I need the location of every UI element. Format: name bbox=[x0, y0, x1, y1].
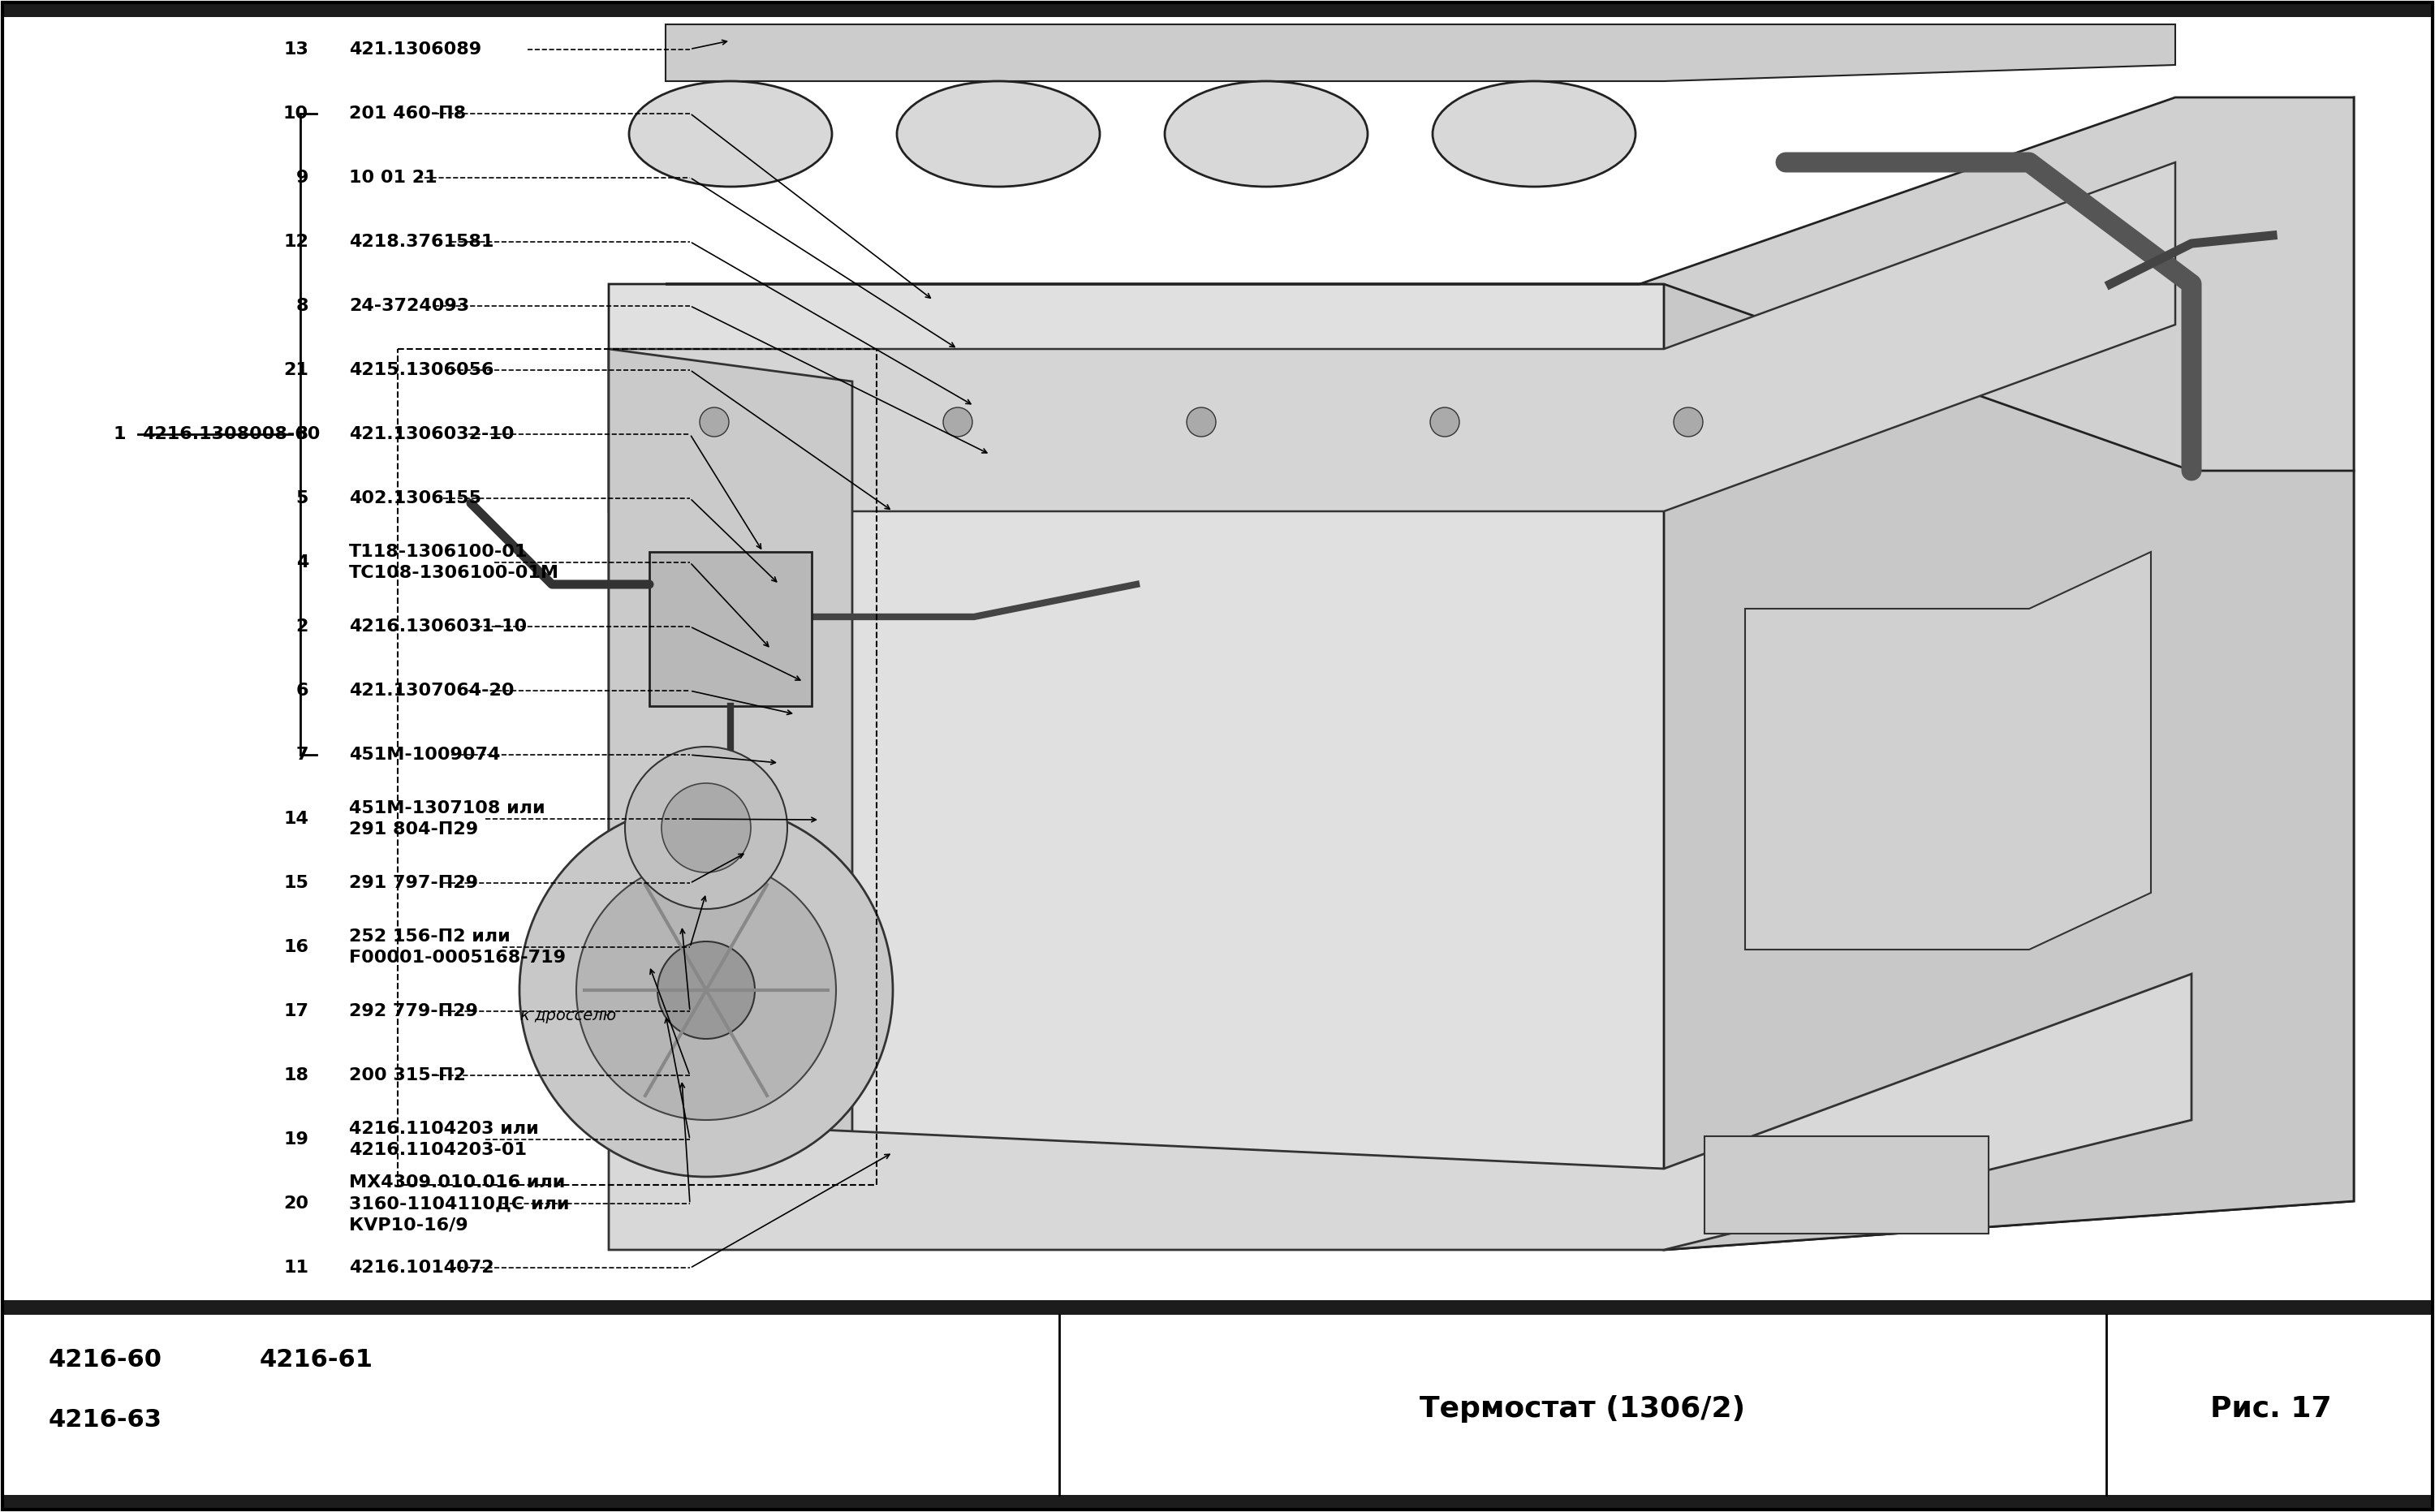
Bar bbox=[2, 3, 2433, 17]
Text: 201 460-П8: 201 460-П8 bbox=[348, 106, 465, 121]
Bar bbox=[390, 17, 2428, 1300]
Text: 10 01 21: 10 01 21 bbox=[348, 169, 438, 186]
Text: 15: 15 bbox=[282, 875, 309, 891]
Circle shape bbox=[657, 942, 755, 1039]
Polygon shape bbox=[665, 24, 2174, 82]
Text: 451М-1307108 или: 451М-1307108 или bbox=[348, 800, 545, 816]
Text: 20: 20 bbox=[282, 1196, 309, 1213]
Text: 4216-63: 4216-63 bbox=[49, 1409, 163, 1432]
Text: 6: 6 bbox=[297, 682, 309, 699]
Text: 4216.1104203 или: 4216.1104203 или bbox=[348, 1120, 538, 1137]
Bar bbox=[397, 349, 877, 1185]
Text: 3160-1104110ДС или: 3160-1104110ДС или bbox=[348, 1196, 570, 1213]
Text: 4216.1014072: 4216.1014072 bbox=[348, 1259, 494, 1276]
Polygon shape bbox=[609, 284, 2355, 1250]
Text: 4218.3761581: 4218.3761581 bbox=[348, 233, 494, 249]
Text: 7: 7 bbox=[297, 747, 309, 764]
Bar bbox=[650, 552, 811, 706]
Circle shape bbox=[1186, 407, 1215, 437]
Text: 4215.1306056: 4215.1306056 bbox=[348, 361, 494, 378]
Ellipse shape bbox=[896, 82, 1101, 186]
Ellipse shape bbox=[1432, 82, 1636, 186]
Text: 8: 8 bbox=[297, 298, 309, 314]
Ellipse shape bbox=[628, 82, 833, 186]
Text: 252 156-П2 или: 252 156-П2 или bbox=[348, 928, 511, 945]
Polygon shape bbox=[1746, 552, 2150, 950]
Bar bbox=[2, 1495, 2433, 1509]
Text: 13: 13 bbox=[282, 41, 309, 57]
Circle shape bbox=[1429, 407, 1459, 437]
Text: 17: 17 bbox=[282, 1004, 309, 1019]
Text: 421.1306089: 421.1306089 bbox=[348, 41, 482, 57]
Text: 421.1307064-20: 421.1307064-20 bbox=[348, 682, 514, 699]
Text: КVP10-16/9: КVP10-16/9 bbox=[348, 1217, 468, 1234]
Text: 4216.1104203-01: 4216.1104203-01 bbox=[348, 1142, 526, 1158]
Text: 1: 1 bbox=[112, 426, 127, 442]
Text: 200 315-П2: 200 315-П2 bbox=[348, 1067, 465, 1084]
Ellipse shape bbox=[1164, 82, 1368, 186]
Text: 4216-60: 4216-60 bbox=[49, 1347, 163, 1371]
Text: 4216.1308008-60: 4216.1308008-60 bbox=[141, 426, 319, 442]
Text: 291 797-П29: 291 797-П29 bbox=[348, 875, 477, 891]
Circle shape bbox=[662, 783, 750, 872]
Text: 12: 12 bbox=[282, 233, 309, 249]
Polygon shape bbox=[609, 349, 852, 1152]
Circle shape bbox=[699, 407, 728, 437]
Polygon shape bbox=[1663, 97, 2355, 1250]
Circle shape bbox=[577, 860, 835, 1120]
Text: 16: 16 bbox=[282, 939, 309, 956]
Circle shape bbox=[1673, 407, 1702, 437]
Text: 3: 3 bbox=[297, 426, 309, 442]
Text: 4216-61: 4216-61 bbox=[261, 1347, 373, 1371]
Text: 9: 9 bbox=[297, 169, 309, 186]
Circle shape bbox=[626, 747, 787, 909]
Text: F00001-0005168-719: F00001-0005168-719 bbox=[348, 950, 565, 966]
Text: Термостат (1306/2): Термостат (1306/2) bbox=[1420, 1396, 1746, 1423]
Text: Т118-1306100-01: Т118-1306100-01 bbox=[348, 544, 528, 559]
Text: 292 779-П29: 292 779-П29 bbox=[348, 1004, 477, 1019]
Text: 402.1306155: 402.1306155 bbox=[348, 490, 482, 507]
Text: к дросселю: к дросселю bbox=[521, 1009, 616, 1024]
Text: 21: 21 bbox=[282, 361, 309, 378]
Circle shape bbox=[519, 803, 894, 1176]
Text: 4216.1306031-10: 4216.1306031-10 bbox=[348, 618, 526, 635]
Bar bbox=[1704, 1136, 1989, 1234]
Polygon shape bbox=[609, 974, 2192, 1250]
Text: 14: 14 bbox=[282, 810, 309, 827]
Bar bbox=[2, 1300, 2433, 1315]
Text: 24-3724093: 24-3724093 bbox=[348, 298, 470, 314]
Text: 451М-1009074: 451М-1009074 bbox=[348, 747, 499, 764]
Text: 421.1306032-10: 421.1306032-10 bbox=[348, 426, 514, 442]
Circle shape bbox=[942, 407, 972, 437]
Text: 19: 19 bbox=[282, 1131, 309, 1148]
Text: 291 804-П29: 291 804-П29 bbox=[348, 821, 477, 838]
Text: ТС108-1306100-01М: ТС108-1306100-01М bbox=[348, 565, 560, 581]
Text: 5: 5 bbox=[297, 490, 309, 507]
Polygon shape bbox=[665, 97, 2355, 470]
Text: Рис. 17: Рис. 17 bbox=[2211, 1396, 2330, 1423]
Text: 2: 2 bbox=[297, 618, 309, 635]
Text: 11: 11 bbox=[282, 1259, 309, 1276]
Text: 4: 4 bbox=[297, 555, 309, 570]
Polygon shape bbox=[609, 162, 2174, 511]
Text: 10: 10 bbox=[282, 106, 309, 121]
Text: 18: 18 bbox=[282, 1067, 309, 1084]
Text: МХ4309.010.016 или: МХ4309.010.016 или bbox=[348, 1175, 565, 1191]
